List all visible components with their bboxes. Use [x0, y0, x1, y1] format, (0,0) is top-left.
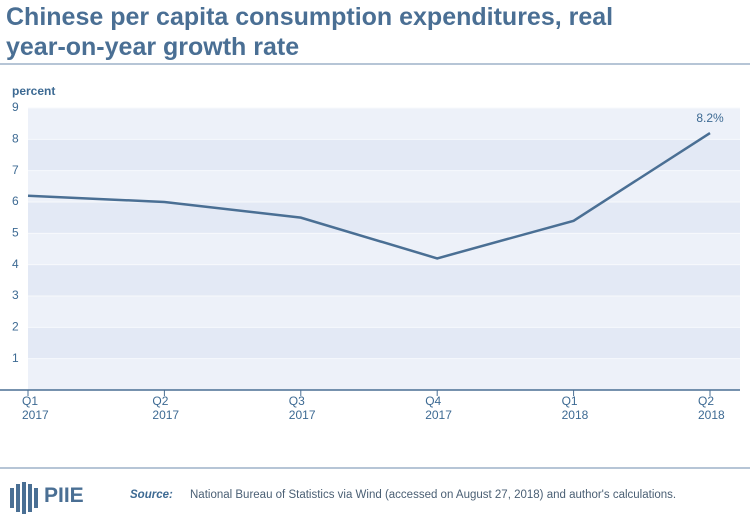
x-tick-label: Q1 2018 — [561, 394, 589, 422]
y-tick-label: 9 — [12, 100, 19, 114]
grid-band — [28, 170, 740, 202]
grid-band — [28, 233, 740, 265]
y-tick-label: 3 — [12, 288, 19, 302]
y-tick-label: 5 — [12, 226, 19, 240]
logo-icon — [10, 482, 38, 514]
grid-band — [28, 296, 740, 328]
y-tick-label: 2 — [12, 320, 19, 334]
y-tick-label: 6 — [12, 194, 19, 208]
y-tick-label: 1 — [12, 351, 19, 365]
line — [27, 132, 711, 260]
chart-title: Chinese per capita consumption expenditu… — [6, 3, 614, 61]
x-tick-label: Q1 2017 — [22, 394, 49, 422]
data-label: 8.2% — [696, 111, 724, 125]
source-text: National Bureau of Statistics via Wind (… — [190, 489, 677, 501]
y-tick-label: 8 — [12, 132, 19, 146]
source: Source: National Bureau of Statistics via… — [130, 488, 700, 502]
x-tick-label: Q3 2017 — [288, 394, 316, 422]
y-tick-label: 4 — [12, 257, 19, 271]
grid-band — [28, 358, 740, 390]
x-tick-label: Q2 2017 — [152, 394, 180, 422]
grid-band — [28, 108, 740, 140]
source-label: Source: — [130, 489, 173, 501]
x-tick-label: Q4 2017 — [425, 394, 452, 422]
logo: PIIE — [44, 484, 84, 507]
y-axis-label: percent — [12, 84, 55, 98]
y-tick-label: 7 — [12, 163, 19, 177]
x-tick-label: Q2 2018 — [698, 394, 725, 422]
